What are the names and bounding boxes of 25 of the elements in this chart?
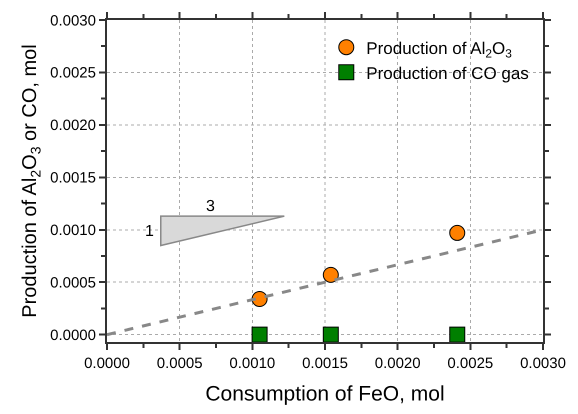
y-tick-label: 0.0015 [50,170,96,187]
point [322,326,339,342]
annotation: 1 [145,223,154,240]
y-tick-label: 0.0010 [50,222,96,240]
legend-label: Production of CO gas [366,64,529,83]
y-tick-label: 0.0025 [50,64,96,82]
y-tick-label: 0.0005 [50,274,96,292]
x-tick-label: 0.0030 [520,355,566,372]
x-axis-title: Consumption of FeO, mol [205,382,445,406]
x-tick-label: 0.0000 [84,355,130,372]
point [322,266,339,283]
x-tick-label: 0.0010 [229,355,276,372]
point [252,326,268,342]
legend-label: Production of Al$_{2}$O$_{3}$ [366,38,512,60]
x-tick-label: 0.0020 [374,355,421,372]
point [449,224,466,241]
annotation: 3 [206,198,215,215]
y-tick-label: 0.0020 [50,117,96,134]
x-tick-label: 0.0015 [302,355,348,372]
y-tick-label: 0.0000 [50,326,96,344]
y-tick-label: 0.0030 [50,12,96,30]
point [252,291,268,307]
point [449,326,466,342]
x-tick-label: 0.0005 [156,355,203,372]
x-tick-label: 0.0025 [447,355,494,372]
